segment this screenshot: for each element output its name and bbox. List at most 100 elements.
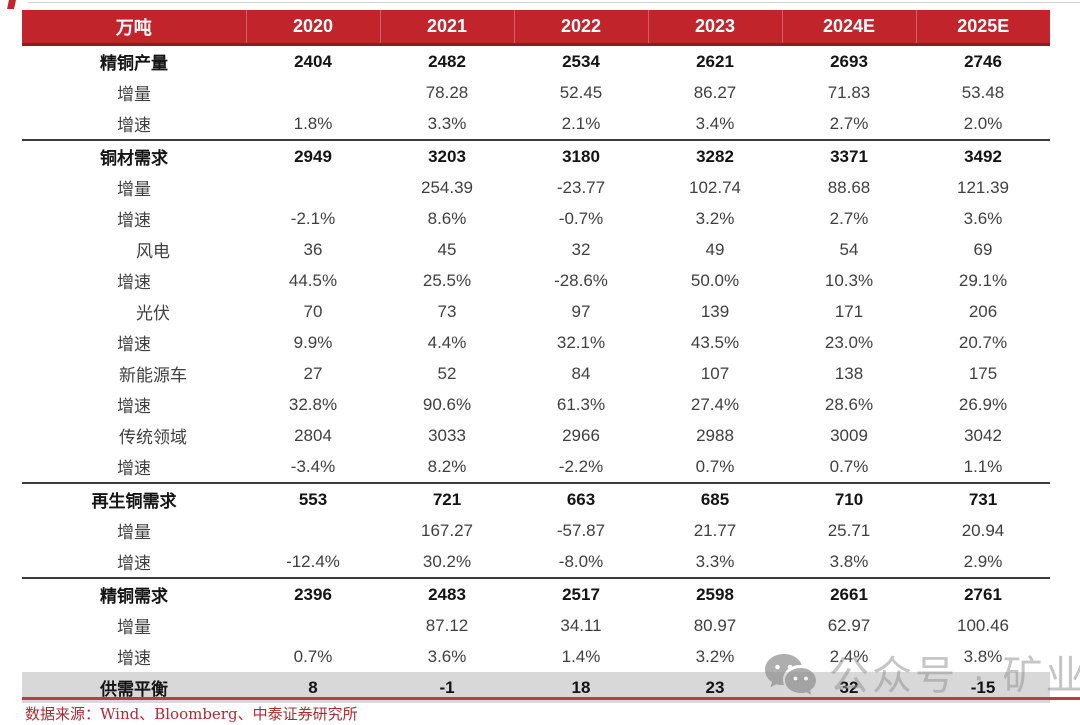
table-row: 再生铜需求 553 721 663 685 710 731 xyxy=(22,482,1050,515)
value-cell: 138 xyxy=(834,363,864,383)
value-cell: 254.39 xyxy=(421,177,473,197)
table-row: 增速 -12.4% 30.2% -8.0% 3.3% 3.8% 2.9% xyxy=(22,546,1050,578)
value-cell: 102.74 xyxy=(689,177,741,197)
row-label: 增速 xyxy=(117,116,151,135)
value-cell: 52 xyxy=(437,363,457,383)
table-row: 精铜产量 2404 2482 2534 2621 2693 2746 xyxy=(22,45,1050,78)
value-cell: 2693 xyxy=(830,51,868,71)
value-cell: 10.3% xyxy=(824,270,874,290)
table-header: 万吨 2020 2021 2022 2023 2024E 2025E xyxy=(22,10,1050,46)
value-cell: 34.11 xyxy=(560,615,602,635)
value-cell: 2.1% xyxy=(561,113,601,133)
value-cell: 53.48 xyxy=(961,82,1005,102)
value-cell: -23.77 xyxy=(556,177,606,197)
data-source-note: 数据来源：Wind、Bloomberg、中泰证券研究所 xyxy=(25,705,358,723)
value-cell: 2483 xyxy=(380,577,514,610)
row-label: 精铜产量 xyxy=(100,54,168,73)
table-row: 传统领域 2804 3033 2966 2988 3009 3042 xyxy=(22,420,1050,451)
value-cell: 9.9% xyxy=(293,332,333,352)
value-cell: 685 xyxy=(648,482,782,515)
value-cell: 54 xyxy=(839,239,859,259)
column-header: 2021 xyxy=(379,10,514,46)
value-cell: 2.9% xyxy=(963,551,1003,571)
value-cell: 97 xyxy=(571,301,591,321)
value-cell: 3042 xyxy=(964,425,1002,445)
value-cell: 100.46 xyxy=(957,615,1009,635)
value-cell: 3282 xyxy=(648,139,782,172)
table-row: 增速 44.5% 25.5% -28.6% 50.0% 10.3% 29.1% xyxy=(22,265,1050,296)
column-header: 2020 xyxy=(245,10,380,46)
value-cell: 2746 xyxy=(964,51,1002,71)
row-label: 新能源车 xyxy=(119,366,187,385)
value-cell: 86.27 xyxy=(693,82,737,102)
value-cell: 2804 xyxy=(294,425,332,445)
row-label: 增量 xyxy=(117,523,151,542)
value-cell: 28.6% xyxy=(824,394,874,414)
value-cell: 171 xyxy=(834,301,864,321)
value-cell: 3203 xyxy=(380,139,514,172)
table-row: 新能源车 27 52 84 107 138 175 xyxy=(22,358,1050,389)
value-cell: -57.87 xyxy=(556,520,606,540)
copper-supply-demand-table: 万吨 2020 2021 2022 2023 2024E 2025E 精铜产量 2404 248… xyxy=(22,10,1050,703)
value-cell: 3.3% xyxy=(695,551,735,571)
value-cell: 107 xyxy=(700,363,730,383)
value-cell: 4.4% xyxy=(427,332,467,352)
row-label: 传统领域 xyxy=(119,428,187,447)
value-cell: 2.7% xyxy=(829,208,869,228)
value-cell: 139 xyxy=(700,301,730,321)
value-cell: 43.5% xyxy=(690,332,740,352)
value-cell: 2.0% xyxy=(963,113,1003,133)
row-label: 增量 xyxy=(117,618,151,637)
value-cell: 3009 xyxy=(830,425,868,445)
value-cell: 71.83 xyxy=(827,82,871,102)
value-cell: 69 xyxy=(973,239,993,259)
value-cell: 663 xyxy=(514,482,648,515)
value-cell: 3.8% xyxy=(963,646,1003,666)
value-cell: -28.6% xyxy=(554,270,608,290)
value-cell: 3.2% xyxy=(695,646,735,666)
value-cell: 3.3% xyxy=(427,113,467,133)
row-label: 增速 xyxy=(117,335,151,354)
value-cell: 3.6% xyxy=(963,208,1003,228)
value-cell: 2988 xyxy=(696,425,734,445)
value-cell: 2661 xyxy=(782,577,916,610)
value-cell: 121.39 xyxy=(957,177,1009,197)
row-label: 增速 xyxy=(117,554,151,573)
row-label: 精铜需求 xyxy=(22,577,246,610)
column-header: 2023 xyxy=(647,10,782,46)
value-cell: 27 xyxy=(303,363,323,383)
corner-red-tick xyxy=(7,0,16,9)
value-cell: 0.7% xyxy=(695,456,735,476)
table-row: 增量 254.39 -23.77 102.74 88.68 121.39 xyxy=(22,172,1050,203)
value-cell: 710 xyxy=(782,482,916,515)
value-cell: 553 xyxy=(246,482,380,515)
value-cell: 32.8% xyxy=(288,394,338,414)
table-row: 增速 -2.1% 8.6% -0.7% 3.2% 2.7% 3.6% xyxy=(22,203,1050,234)
value-cell: 167.27 xyxy=(421,520,473,540)
value-cell: 2482 xyxy=(428,51,466,71)
table-bottom-rule xyxy=(22,697,1080,700)
value-cell: 27.4% xyxy=(690,394,740,414)
value-cell: 90.6% xyxy=(422,394,472,414)
value-cell: 206 xyxy=(968,301,998,321)
value-cell: 3180 xyxy=(514,139,648,172)
value-cell: 3371 xyxy=(782,139,916,172)
value-cell: 0.7% xyxy=(293,646,333,666)
row-label: 增速 xyxy=(117,273,151,292)
unit-header-cell: 万吨 xyxy=(22,10,246,46)
value-cell: 29.1% xyxy=(958,270,1008,290)
value-cell: 50.0% xyxy=(690,270,740,290)
value-cell: 32 xyxy=(571,239,591,259)
value-cell: 721 xyxy=(380,482,514,515)
row-label: 增速 xyxy=(117,649,151,668)
table-row: 增量 78.28 52.45 86.27 71.83 53.48 xyxy=(22,77,1050,108)
table-row: 铜材需求 2949 3203 3180 3282 3371 3492 xyxy=(22,139,1050,172)
value-cell: 23.0% xyxy=(824,332,874,352)
table-row: 增速 9.9% 4.4% 32.1% 43.5% 23.0% 20.7% xyxy=(22,327,1050,358)
value-cell: 8.2% xyxy=(427,456,467,476)
value-cell: -8.0% xyxy=(558,551,604,571)
value-cell: 25.5% xyxy=(422,270,472,290)
value-cell: 3033 xyxy=(428,425,466,445)
value-cell: 21.77 xyxy=(693,520,737,540)
value-cell: 36 xyxy=(303,239,323,259)
